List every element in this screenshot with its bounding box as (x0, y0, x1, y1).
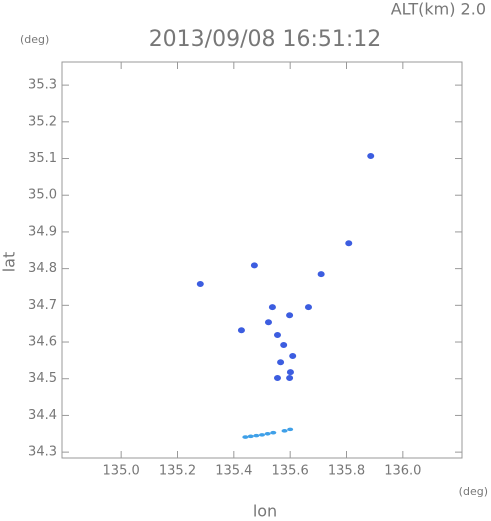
echo (281, 429, 288, 433)
echo (304, 304, 312, 311)
echo (196, 281, 204, 288)
echo (268, 304, 276, 311)
y-tick-label: 35.1 (28, 151, 57, 166)
y-axis-label: lat (0, 252, 19, 273)
plot-frame (61, 61, 463, 459)
y-tick-label: 34.4 (28, 408, 57, 423)
echo (345, 240, 353, 247)
y-tick-label: 34.8 (28, 261, 57, 276)
echo (286, 312, 294, 319)
echo (264, 319, 272, 326)
y-tick-label: 35.0 (28, 188, 57, 203)
y-tick-label: 34.6 (28, 335, 57, 350)
y-unit: (deg) (20, 33, 49, 46)
x-unit: (deg) (459, 485, 488, 498)
x-tick-label: 135.2 (159, 464, 196, 479)
x-tick-label: 136.0 (384, 464, 421, 479)
x-tick-label: 135.6 (272, 464, 309, 479)
y-tick-label: 35.2 (28, 114, 57, 129)
echo (242, 435, 249, 439)
echo (317, 271, 325, 278)
echo (273, 374, 281, 381)
y-tick-label: 34.5 (28, 371, 57, 386)
x-tick-label: 135.0 (103, 464, 140, 479)
echo (286, 374, 294, 381)
y-tick-label: 34.7 (28, 298, 57, 313)
echo (289, 352, 297, 359)
y-tick-label: 34.9 (28, 224, 57, 239)
echo (250, 262, 258, 269)
echo (273, 332, 281, 339)
echo (287, 427, 294, 432)
y-tick-label: 35.3 (28, 78, 57, 93)
echo (280, 341, 288, 348)
altitude-label: ALT(km) 2.0 (391, 0, 486, 19)
echo (253, 433, 260, 438)
chart-title: 2013/09/08 16:51:12 (149, 27, 382, 52)
x-tick-label: 135.8 (328, 464, 365, 479)
x-tick-label: 135.4 (215, 464, 252, 479)
echo (367, 152, 375, 159)
echo (277, 359, 285, 366)
echo (259, 433, 265, 437)
echo (247, 434, 254, 439)
echo (264, 431, 271, 436)
y-tick-label: 34.3 (28, 445, 57, 460)
echo (270, 430, 277, 435)
echo (286, 369, 294, 376)
echo (237, 327, 245, 334)
x-axis-label: lon (253, 502, 277, 521)
